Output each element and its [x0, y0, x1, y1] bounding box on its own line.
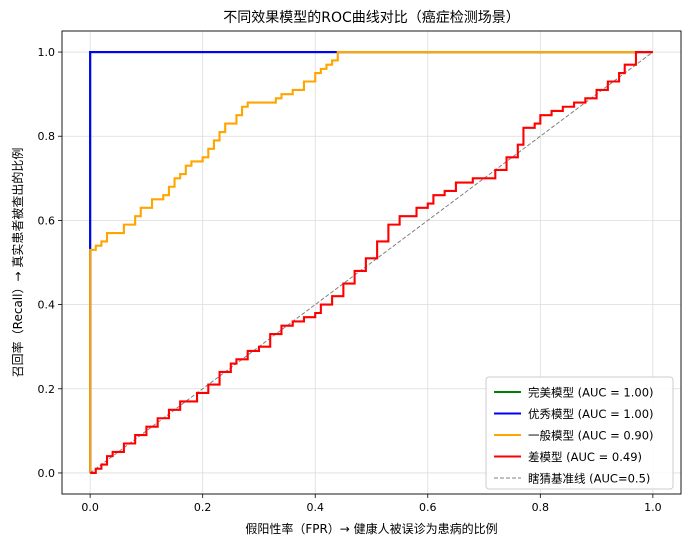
x-tick-label: 0.0 — [81, 501, 99, 514]
x-tick-label: 0.2 — [194, 501, 212, 514]
x-tick-label: 0.8 — [532, 501, 550, 514]
y-tick-label: 0.0 — [38, 467, 56, 480]
grid — [62, 31, 681, 494]
legend-label: 一般模型 (AUC = 0.90) — [528, 429, 654, 443]
series-lines — [89, 50, 654, 475]
legend-box — [485, 376, 674, 490]
series-line-4 — [89, 51, 654, 474]
y-tick-label: 0.2 — [38, 383, 56, 396]
chart-title: 不同效果模型的ROC曲线对比（癌症检测场景） — [223, 10, 520, 26]
series-line-2 — [89, 50, 653, 473]
legend-label: 完美模型 (AUC = 1.00) — [528, 386, 654, 400]
x-tick-label: 1.0 — [644, 501, 662, 514]
x-axis-label: 假阳性率（FPR）→ 健康人被误诊为患病的比例 — [245, 521, 497, 536]
y-tick-label: 1.0 — [38, 46, 56, 59]
axis-ticks: 0.0 0.2 0.4 0.6 0.8 1.0 0.0 0.2 0.4 0.6 0.8 1.0 — [38, 46, 662, 514]
y-axis-label: 召回率（Recall）→ 真实患者被查出的比例 — [10, 148, 25, 378]
series-line-3 — [90, 50, 653, 475]
legend-label: 瞎猜基准线 (AUC=0.5) — [528, 472, 650, 486]
legend: 完美模型 (AUC = 1.00) 优秀模型 (AUC = 1.00) 一般模型 (… — [485, 376, 674, 490]
plot-frame — [61, 30, 682, 495]
legend-label: 差模型 (AUC = 0.49) — [528, 450, 642, 464]
y-tick-label: 0.6 — [38, 214, 56, 227]
legend-label: 优秀模型 (AUC = 1.00) — [528, 407, 654, 421]
y-tick-label: 0.8 — [38, 130, 56, 143]
x-tick-label: 0.4 — [306, 501, 324, 514]
y-tick-label: 0.4 — [38, 299, 56, 312]
x-tick-label: 0.6 — [419, 501, 437, 514]
